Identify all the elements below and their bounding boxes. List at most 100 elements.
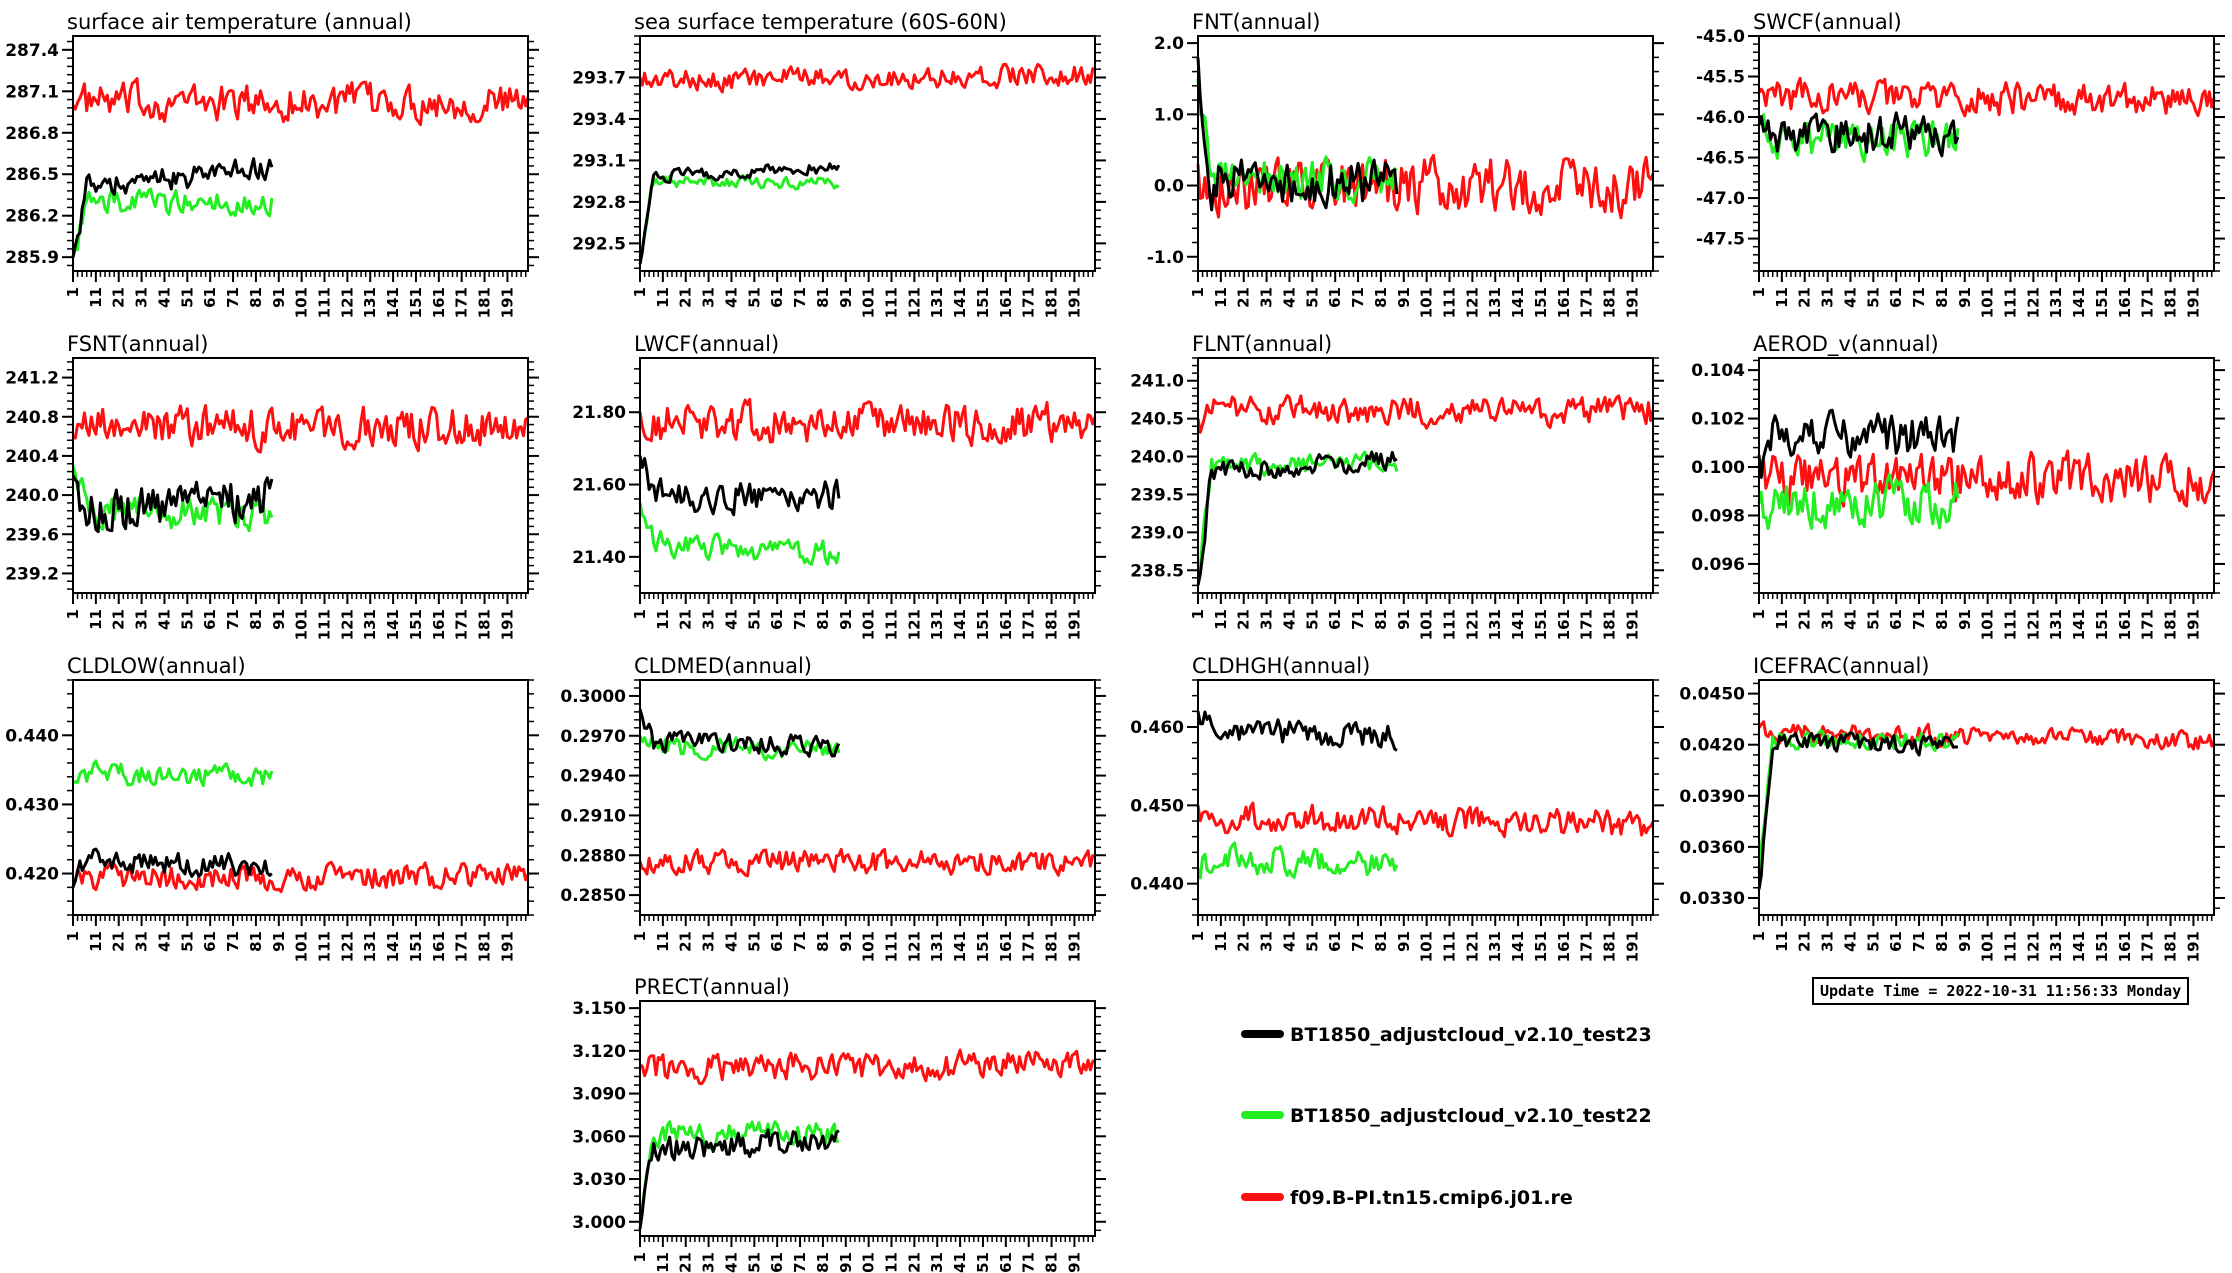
x-tick-label: 171 — [1578, 931, 1596, 962]
x-tick-label: 41 — [1280, 287, 1298, 308]
chart-title: CLDMED(annual) — [634, 654, 812, 678]
plot-frame — [1197, 679, 1654, 916]
y-tick-label: 293.7 — [572, 68, 626, 88]
legend-label: BT1850_adjustcloud_v2.10_test22 — [1290, 1105, 1652, 1127]
x-tick-label: 11 — [654, 1252, 672, 1273]
x-tick-label: 41 — [155, 609, 173, 630]
series-line-black — [638, 1128, 840, 1230]
chart-title: sea surface temperature (60S-60N) — [634, 10, 1007, 34]
x-tick-label: 81 — [247, 287, 265, 308]
x-tick-label: 1 — [1189, 931, 1207, 941]
x-tick-label: 161 — [997, 1252, 1015, 1273]
chart-title: FLNT(annual) — [1192, 332, 1332, 356]
x-tick-label: 121 — [905, 609, 923, 640]
x-tick-label: 111 — [1441, 609, 1459, 640]
series-line-green — [1757, 472, 1960, 531]
x-tick-label: 31 — [1819, 287, 1837, 308]
y-tick-label: 3.090 — [572, 1085, 626, 1105]
legend-label: BT1850_adjustcloud_v2.10_test23 — [1290, 1024, 1652, 1046]
x-tick-label: 61 — [768, 609, 786, 630]
series-line-red — [639, 1048, 1096, 1086]
x-tick-label: 51 — [178, 609, 196, 630]
y-tick-label: 0.0360 — [1679, 838, 1745, 858]
x-tick-label: 121 — [2024, 931, 2042, 962]
y-tick-label: -47.5 — [1696, 230, 1745, 250]
x-tick-label: 1 — [1189, 609, 1207, 619]
x-tick-label: 71 — [791, 931, 809, 952]
plot-frame — [1758, 679, 2215, 916]
y-tick-label: 287.4 — [5, 41, 59, 61]
x-tick-label: 111 — [2002, 931, 2020, 962]
y-tick-label: 238.5 — [1130, 561, 1184, 581]
x-tick-label: 91 — [1395, 609, 1413, 630]
y-tick-label: 0.098 — [1691, 506, 1745, 526]
x-tick-label: 101 — [1979, 609, 1997, 640]
y-tick-label: 0.2940 — [560, 767, 626, 787]
x-tick-label: 81 — [1372, 931, 1390, 952]
series-line-black — [638, 708, 841, 758]
series-line-black — [1196, 450, 1398, 586]
x-tick-label: 101 — [293, 287, 311, 318]
x-tick-label: 81 — [247, 609, 265, 630]
x-tick-label: 121 — [905, 287, 923, 318]
x-tick-label: 101 — [1979, 931, 1997, 962]
x-tick-label: 171 — [1020, 1252, 1038, 1273]
x-tick-label: 191 — [1065, 287, 1083, 318]
series-line-red — [72, 404, 529, 454]
y-tick-label: 0.0390 — [1679, 787, 1745, 807]
series-line-red — [1196, 394, 1655, 434]
x-tick-label: 91 — [1956, 609, 1974, 630]
plot-frame — [72, 357, 529, 594]
x-tick-label: 81 — [814, 609, 832, 630]
x-tick-label: 31 — [700, 931, 718, 952]
x-tick-label: 1 — [631, 931, 649, 941]
x-tick-label: 41 — [722, 931, 740, 952]
x-tick-label: 61 — [768, 287, 786, 308]
y-tick-label: 0.440 — [5, 726, 59, 746]
chart-panel-3: FNT(annual)-1.00.01.02.01 11 21 31 41 51 61 71 8… — [1147, 10, 1664, 318]
chart-panel-12: ICEFRAC(annual) 0.0330 0.0360 0.0390 0.0420 0… — [1679, 654, 2225, 962]
legend-item: BT1850_adjustcloud_v2.10_test23 — [1241, 1024, 1652, 1046]
x-tick-label: 21 — [110, 287, 128, 308]
x-tick-label: 191 — [2184, 931, 2202, 962]
x-tick-label: 31 — [1258, 931, 1276, 952]
plot-frame — [1197, 35, 1654, 272]
x-tick-label: 41 — [722, 1252, 740, 1273]
x-tick-label: 191 — [1065, 609, 1083, 640]
x-tick-label: 111 — [316, 931, 334, 962]
x-tick-label: 191 — [2184, 609, 2202, 640]
legend-item: f09.B-PI.tn15.cmip6.j01.re — [1241, 1187, 1573, 1209]
x-tick-label: 61 — [1887, 287, 1905, 308]
x-tick-label: 121 — [1463, 287, 1481, 318]
x-tick-label: 61 — [768, 931, 786, 952]
x-tick-label: 151 — [407, 931, 425, 962]
chart-title: PRECT(annual) — [634, 975, 790, 999]
series-line-green — [638, 173, 840, 258]
x-tick-label: 191 — [498, 609, 516, 640]
series-line-green — [71, 187, 274, 258]
x-tick-label: 11 — [1773, 931, 1791, 952]
x-tick-label: 61 — [1326, 931, 1344, 952]
y-tick-label: 0.450 — [1130, 796, 1184, 816]
chart-title: FSNT(annual) — [67, 332, 208, 356]
x-tick-label: 41 — [155, 287, 173, 308]
x-tick-label: 181 — [476, 931, 494, 962]
x-tick-label: 131 — [1486, 609, 1504, 640]
x-tick-label: 1 — [631, 1252, 649, 1262]
y-tick-label: 0.0420 — [1679, 736, 1745, 756]
chart-title: LWCF(annual) — [634, 332, 779, 356]
x-tick-label: 141 — [384, 287, 402, 318]
x-tick-label: 91 — [837, 287, 855, 308]
x-tick-label: 131 — [928, 931, 946, 962]
x-tick-label: 31 — [1258, 287, 1276, 308]
x-tick-label: 21 — [1235, 931, 1253, 952]
x-tick-label: 161 — [1555, 287, 1573, 318]
x-tick-label: 51 — [745, 931, 763, 952]
series-line-green — [1757, 729, 1960, 873]
x-tick-label: 141 — [951, 609, 969, 640]
x-tick-label: 21 — [677, 1252, 695, 1273]
series-line-black — [71, 847, 273, 888]
x-tick-label: 21 — [1796, 931, 1814, 952]
